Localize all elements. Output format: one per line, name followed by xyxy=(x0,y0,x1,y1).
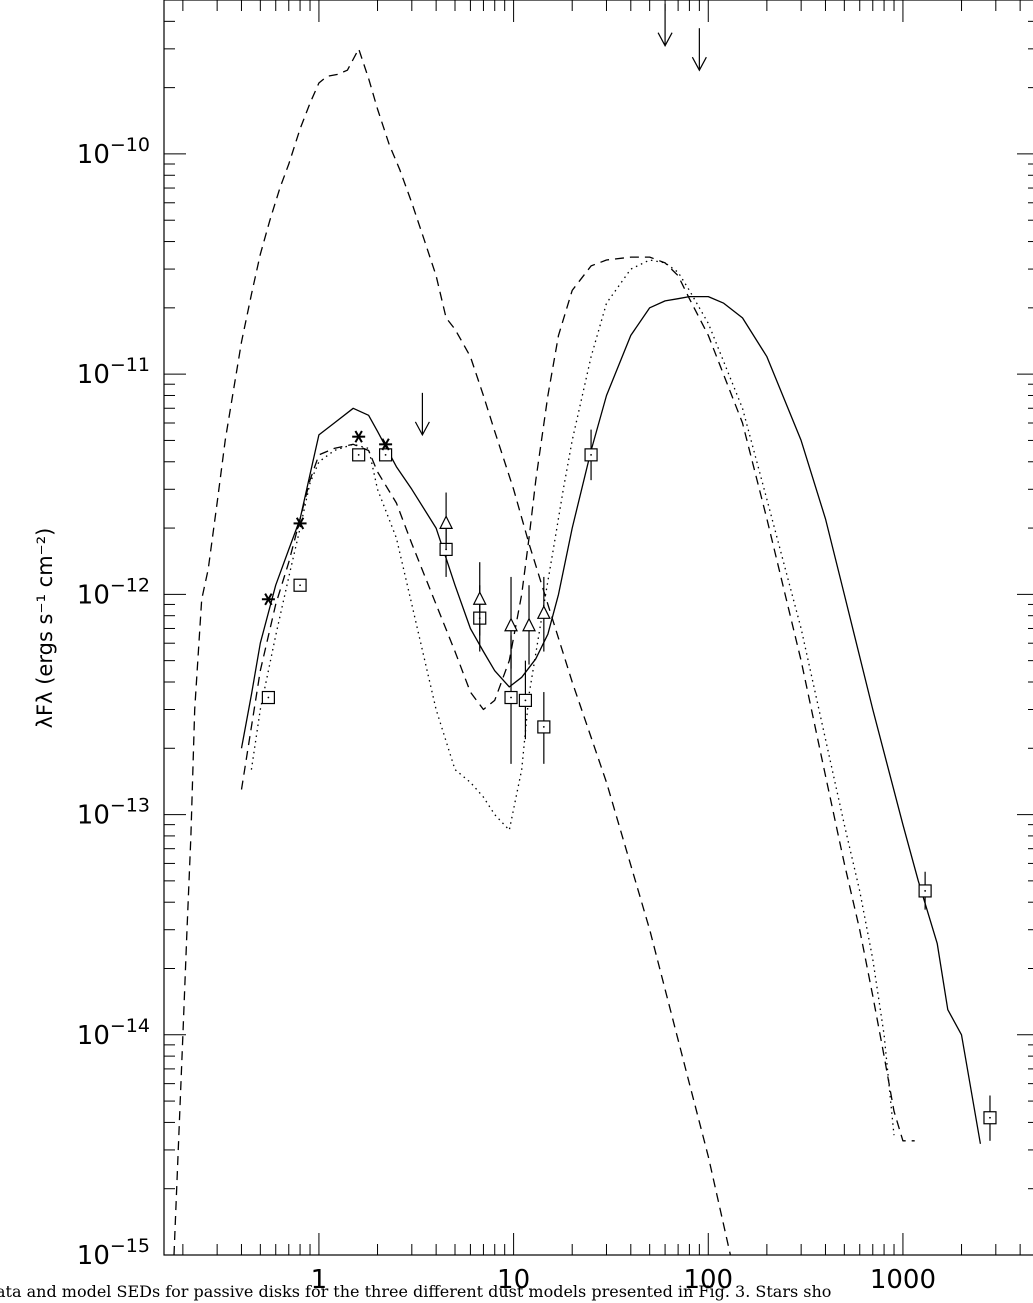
upper-limit-arrow xyxy=(414,392,430,437)
star-marker-stroke xyxy=(381,438,390,451)
upper-limit-arrow xyxy=(657,3,673,47)
square-marker-dot xyxy=(524,699,527,702)
x-tick-label: 10 xyxy=(497,1265,530,1295)
star-marker-stroke xyxy=(354,430,363,443)
star-marker xyxy=(261,593,275,606)
star-marker-stroke xyxy=(264,593,273,606)
upper-limit-head xyxy=(414,421,430,437)
star-marker xyxy=(293,517,307,530)
y-tick-label: 10−10 xyxy=(77,134,150,170)
x-tick-label: 100 xyxy=(683,1265,733,1295)
square-marker-dot xyxy=(357,453,360,456)
square-marker-dot xyxy=(542,726,545,728)
square-marker-dot xyxy=(267,696,270,699)
plot-frame xyxy=(163,0,1033,1256)
model-curve-solid-2 xyxy=(240,295,982,1144)
square-marker-dot xyxy=(510,696,512,699)
x-tick-label: 1000 xyxy=(870,1265,936,1295)
upper-limit-arrow xyxy=(691,28,707,72)
y-tick-label: 10−12 xyxy=(77,574,150,610)
triangle-marker xyxy=(439,515,454,529)
square-marker-dot xyxy=(924,890,927,892)
y-tick-label: 10−15 xyxy=(77,1235,150,1271)
figure-caption: ata and model SEDs for passive disks for… xyxy=(0,1282,831,1301)
upper-limit-head xyxy=(691,56,707,72)
y-tick-label: 10−11 xyxy=(77,354,150,390)
square-marker-dot xyxy=(299,584,301,587)
y-tick-label: 10−14 xyxy=(77,1015,150,1051)
triangle-marker xyxy=(536,604,551,619)
tick-labels: 1 10 100 1000 10−15 10−14 10−13 10−12 10−11 10−10 xyxy=(77,134,936,1295)
triangle-marker xyxy=(472,590,487,605)
x-tick-label: 1 xyxy=(311,1265,328,1295)
star-marker xyxy=(352,430,366,443)
square-marker-dot xyxy=(384,453,387,456)
axis-ticks xyxy=(164,0,1033,1256)
model-curve-dashed-1 xyxy=(173,48,732,1256)
data-markers xyxy=(261,3,997,1141)
model-curves xyxy=(173,48,982,1256)
model-curve-dotted-4 xyxy=(250,259,895,1136)
square-marker-dot xyxy=(989,1116,991,1119)
y-axis-label: λFλ (ergs s⁻¹ cm⁻²) xyxy=(33,528,57,729)
star-marker-stroke xyxy=(295,517,305,530)
model-curve-dashed-3 xyxy=(240,256,915,1142)
square-marker-dot xyxy=(590,453,592,456)
star-marker xyxy=(379,438,393,451)
upper-limit-head xyxy=(657,32,673,47)
triangle-marker xyxy=(522,617,536,632)
triangle-marker xyxy=(504,617,518,632)
y-tick-label: 10−13 xyxy=(77,795,150,831)
